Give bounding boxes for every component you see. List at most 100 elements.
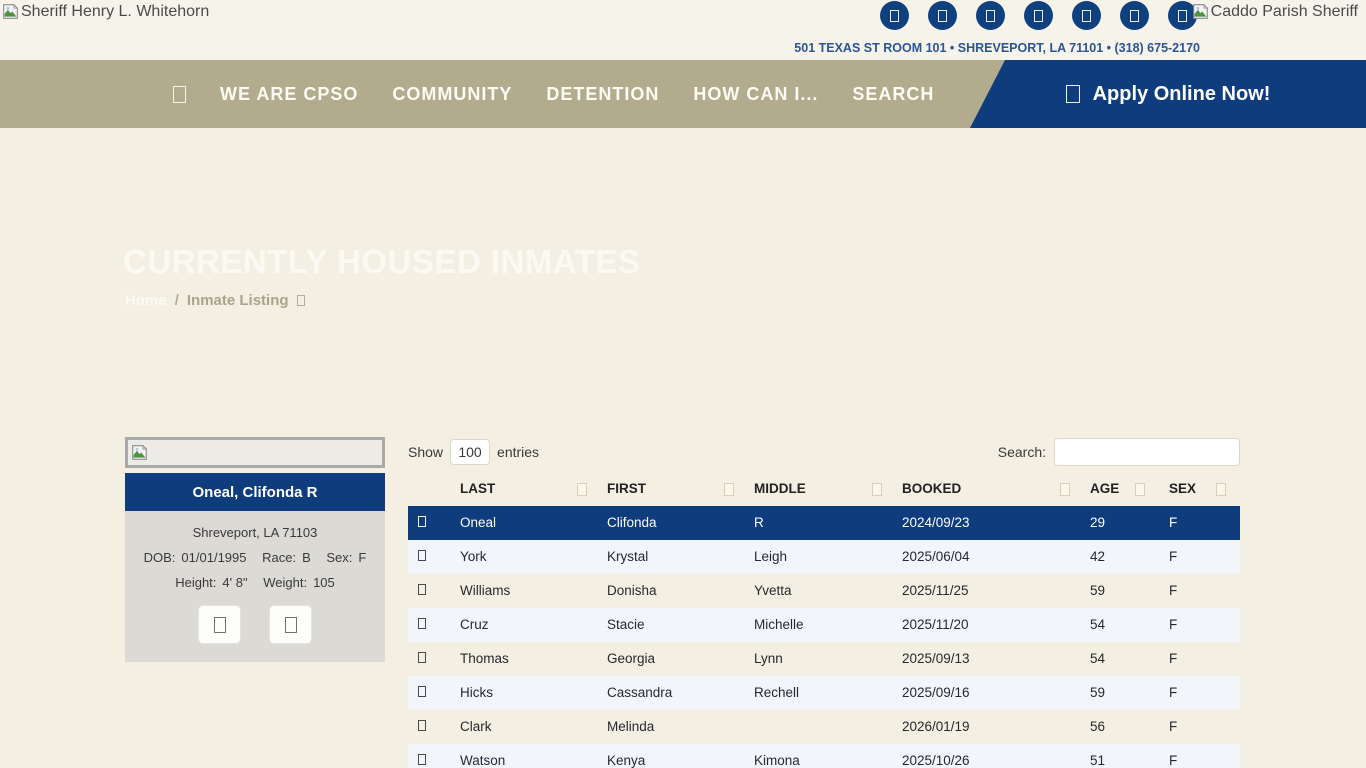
social-icon-6[interactable] — [1120, 1, 1149, 30]
inmate-name: Oneal, Clifonda R — [125, 473, 385, 511]
cell-first: Melinda — [607, 719, 655, 734]
page-length-control: Show 100 entries — [408, 439, 539, 465]
cell-booked: 2024/09/23 — [892, 506, 1080, 540]
column-label: LAST — [460, 481, 496, 496]
social-icon-1[interactable] — [880, 1, 909, 30]
sort-icon[interactable] — [872, 483, 882, 496]
column-header-age[interactable]: AGE — [1080, 476, 1159, 506]
column-header-sex[interactable]: SEX — [1159, 476, 1240, 506]
cell-sex: F — [1159, 608, 1240, 642]
cell-sex: F — [1169, 651, 1178, 666]
page-length-select[interactable]: 100 — [450, 439, 491, 465]
cell-booked: 2025/06/04 — [892, 540, 1080, 574]
cell-middle: R — [744, 506, 892, 540]
table-row[interactable]: Cruz Stacie Michelle 2025/11/20 54 F — [408, 608, 1240, 642]
cell-middle: Rechell — [744, 676, 892, 710]
social-icon-2[interactable] — [928, 1, 957, 30]
breadcrumb-home-link[interactable]: Home — [125, 292, 167, 309]
caddo-logo-alt-text: Caddo Parish Sheriff — [1210, 3, 1358, 20]
row-details-icon[interactable] — [418, 584, 426, 595]
cell-booked: 2025/09/16 — [892, 676, 1080, 710]
table-row[interactable]: Williams Donisha Yvetta 2025/11/25 59 F — [408, 574, 1240, 608]
social-icon-5[interactable] — [1072, 1, 1101, 30]
nav-item-detention[interactable]: DETENTION — [546, 83, 660, 104]
table-row[interactable]: Oneal Clifonda R 2024/09/23 29 F — [408, 506, 1240, 540]
sort-icon[interactable] — [577, 483, 587, 496]
sort-icon[interactable] — [1135, 483, 1145, 496]
nav-item-search[interactable]: SEARCH — [852, 83, 935, 104]
sheriff-logo-link[interactable]: Sheriff Henry L. Whitehorn — [2, 3, 209, 21]
sort-icon[interactable] — [1060, 483, 1070, 496]
sort-icon[interactable] — [724, 483, 734, 496]
cell-first: Cassandra — [597, 676, 744, 710]
social-glyph — [986, 9, 995, 22]
address-text: 501 TEXAS ST ROOM 101 • SHREVEPORT, LA 7… — [794, 41, 1200, 55]
nav-item-we-are-cpso[interactable]: WE ARE CPSO — [220, 83, 359, 104]
caddo-logo-link[interactable]: Caddo Parish Sheriff — [1192, 3, 1358, 21]
details-column-header — [408, 476, 450, 506]
table-row[interactable]: Thomas Georgia Lynn 2025/09/13 54 F — [408, 642, 1240, 676]
card-action-button-1[interactable] — [198, 605, 241, 644]
row-details-icon[interactable] — [418, 686, 426, 697]
cell-sex: F — [1159, 540, 1240, 574]
inmate-detail-card: Oneal, Clifonda R Shreveport, LA 71103 D… — [125, 437, 385, 768]
cell-last: Hicks — [450, 676, 597, 710]
card-action-button-2[interactable] — [269, 605, 312, 644]
column-header-booked[interactable]: BOOKED — [892, 476, 1080, 506]
main-nav: WE ARE CPSO COMMUNITY DETENTION HOW CAN I..… — [0, 60, 1366, 128]
show-label: Show — [408, 444, 444, 460]
nav-item-community[interactable]: COMMUNITY — [392, 83, 513, 104]
search-input[interactable] — [1054, 438, 1240, 466]
column-label: BOOKED — [902, 481, 962, 496]
row-details-cell — [408, 506, 450, 540]
social-glyph — [1178, 9, 1187, 22]
cell-last: Clark — [460, 719, 492, 734]
row-details-icon[interactable] — [418, 754, 426, 765]
cell-last: Williams — [460, 583, 511, 598]
card-action-icon — [284, 616, 297, 633]
row-details-icon[interactable] — [418, 720, 426, 731]
home-icon[interactable] — [173, 85, 186, 103]
cell-last: York — [450, 540, 597, 574]
row-details-icon[interactable] — [418, 652, 426, 663]
breadcrumb-icon — [296, 295, 305, 306]
cell-sex: F — [1159, 676, 1240, 710]
column-header-middle[interactable]: MIDDLE — [744, 476, 892, 506]
social-icon-4[interactable] — [1024, 1, 1053, 30]
page-title: CURRENTLY HOUSED INMATES — [123, 243, 641, 280]
cell-middle: Yvetta — [754, 583, 792, 598]
table-row[interactable]: Clark Melinda 2026/01/19 56 F — [408, 710, 1240, 744]
cell-booked: 2026/01/19 — [902, 719, 970, 734]
broken-image-icon — [3, 3, 19, 19]
table-row[interactable]: Hicks Cassandra Rechell 2025/09/16 59 F — [408, 676, 1240, 710]
row-details-icon[interactable] — [418, 618, 426, 629]
column-label: SEX — [1169, 481, 1197, 496]
sort-icon[interactable] — [1216, 483, 1226, 496]
social-icon-7[interactable] — [1168, 1, 1197, 30]
cell-age: 54 — [1080, 608, 1159, 642]
cell-booked: 2025/11/25 — [902, 583, 969, 598]
cell-age: 42 — [1080, 540, 1159, 574]
nav-item-how-can-i[interactable]: HOW CAN I... — [693, 83, 819, 104]
cell-age: 29 — [1080, 506, 1159, 540]
column-label: MIDDLE — [754, 481, 806, 496]
table-row[interactable]: York Krystal Leigh 2025/06/04 42 F — [408, 540, 1240, 574]
row-details-icon[interactable] — [418, 550, 426, 561]
column-header-last[interactable]: LAST — [450, 476, 597, 506]
cell-age: 59 — [1090, 583, 1106, 598]
card-action-icon — [213, 616, 226, 633]
column-header-first[interactable]: FIRST — [597, 476, 744, 506]
row-details-cell — [408, 710, 450, 744]
inmate-table-section: Show 100 entries Search: LAST FIRST MIDDLE… — [408, 437, 1240, 768]
row-details-icon[interactable] — [418, 516, 426, 527]
cell-middle — [744, 710, 892, 744]
cell-first: Krystal — [597, 540, 744, 574]
social-glyph — [1082, 9, 1091, 22]
apply-online-button[interactable]: Apply Online Now! — [970, 60, 1366, 128]
search-label: Search: — [997, 444, 1046, 460]
table-row[interactable]: Watson Kenya Kimona 2025/10/26 51 F — [408, 744, 1240, 768]
top-header: Sheriff Henry L. Whitehorn 501 TEXAS ST … — [0, 0, 1366, 60]
social-icon-3[interactable] — [976, 1, 1005, 30]
table-search-control: Search: — [998, 438, 1240, 466]
